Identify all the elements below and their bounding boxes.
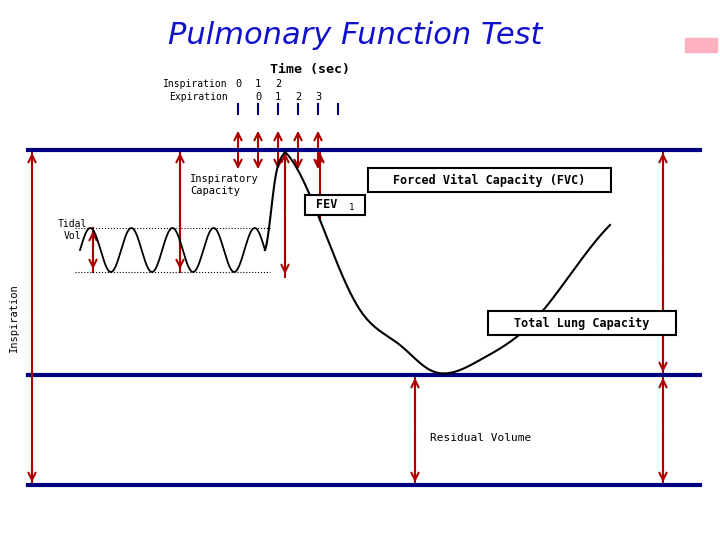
Text: 1: 1 xyxy=(349,204,355,213)
Text: Forced Vital Capacity (FVC): Forced Vital Capacity (FVC) xyxy=(393,173,585,186)
Text: FEV: FEV xyxy=(316,199,338,212)
Text: 0: 0 xyxy=(235,79,241,89)
Text: 1: 1 xyxy=(275,92,281,102)
Text: Total Lung Capacity: Total Lung Capacity xyxy=(514,316,649,329)
Bar xyxy=(488,311,676,335)
Text: Inspiratory
Capacity: Inspiratory Capacity xyxy=(190,174,258,196)
Bar xyxy=(368,168,611,192)
Text: Inspiration: Inspiration xyxy=(163,79,228,89)
Text: 0: 0 xyxy=(255,92,261,102)
Text: Expiration: Expiration xyxy=(169,92,228,102)
Bar xyxy=(685,38,717,52)
Text: 2: 2 xyxy=(275,79,281,89)
Text: Time (sec): Time (sec) xyxy=(270,64,350,77)
Text: 2: 2 xyxy=(295,92,301,102)
Bar xyxy=(305,195,365,215)
Text: 3: 3 xyxy=(315,92,321,102)
Text: Tidal
Vol.: Tidal Vol. xyxy=(58,219,87,241)
Text: Residual Volume: Residual Volume xyxy=(430,433,531,443)
Text: Pulmonary Function Test: Pulmonary Function Test xyxy=(168,21,542,50)
Text: Inspiration: Inspiration xyxy=(9,283,19,352)
Text: 1: 1 xyxy=(255,79,261,89)
